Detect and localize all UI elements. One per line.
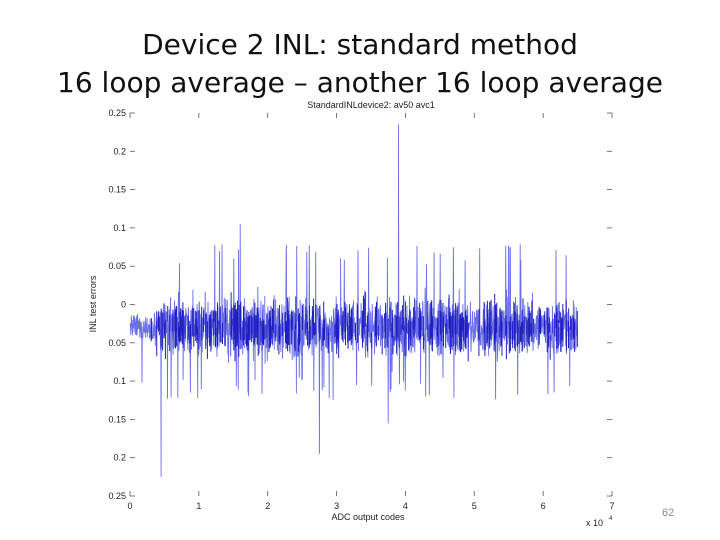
inl-series-dense-band (150, 292, 578, 362)
page-number: 62 (662, 507, 675, 519)
slide-title-line2: 16 loop average – another 16 loop averag… (57, 66, 663, 99)
y-axis-label: INL test errors (88, 275, 98, 332)
y-tick-label: 0.1 (113, 376, 126, 386)
y-tick-label: 0.05 (108, 261, 126, 271)
y-tick-label: 0.15 (108, 414, 126, 424)
inl-series-line (129, 124, 579, 477)
x-axis-label: ADC output codes (331, 512, 405, 522)
y-tick-label: 0.05 (108, 338, 126, 348)
y-tick-label: 0.2 (113, 146, 126, 156)
chart-title: StandardINLdevice2: av50 avc1 (307, 100, 435, 110)
x-multiplier-label: x 10 (586, 518, 603, 528)
x-tick-label: 5 (472, 501, 477, 511)
y-tick-label: 0.1 (113, 223, 126, 233)
x-tick-label: 4 (403, 501, 408, 511)
x-tick-label: 6 (541, 501, 546, 511)
y-tick-label: 0.25 (108, 108, 126, 118)
x-tick-label: 7 (609, 501, 614, 511)
y-tick-label: 0 (121, 300, 126, 310)
x-tick-label: 1 (196, 501, 201, 511)
x-tick-label: 3 (334, 501, 339, 511)
y-tick-label: 0.2 (113, 453, 126, 463)
slide-title-line1: Device 2 INL: standard method (142, 28, 578, 61)
slide-title: Device 2 INL: standard method 16 loop av… (0, 26, 720, 102)
x-multiplier-exponent: 4 (609, 516, 613, 522)
y-tick-label: 0.25 (108, 491, 126, 501)
y-tick-label: 0.15 (108, 185, 126, 195)
x-tick-label: 2 (265, 501, 270, 511)
x-tick-label: 0 (127, 501, 132, 511)
